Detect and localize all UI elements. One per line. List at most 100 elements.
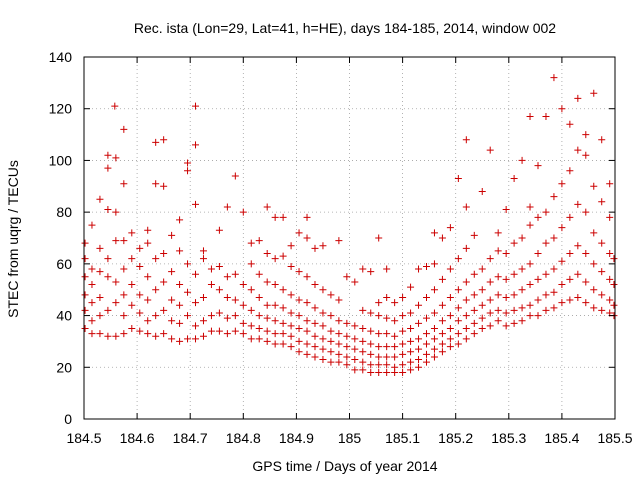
data-point xyxy=(192,299,200,307)
data-point xyxy=(375,299,383,307)
data-point xyxy=(486,146,494,154)
y-tick-label: 20 xyxy=(56,359,72,375)
data-point xyxy=(104,332,112,340)
data-point xyxy=(446,224,454,232)
data-point xyxy=(176,337,184,345)
data-point xyxy=(263,301,271,309)
data-point xyxy=(144,273,152,281)
data-point xyxy=(120,330,128,338)
data-point xyxy=(367,327,375,335)
data-point xyxy=(462,312,470,320)
data-point xyxy=(184,288,192,296)
data-point xyxy=(399,350,407,358)
data-point xyxy=(144,317,152,325)
x-tick-label: 184.8 xyxy=(226,430,261,446)
data-point xyxy=(375,330,383,338)
data-point xyxy=(391,299,399,307)
data-point xyxy=(415,363,423,371)
data-point xyxy=(207,312,215,320)
x-tick-label: 185.4 xyxy=(544,430,579,446)
data-point xyxy=(271,255,279,263)
data-point xyxy=(446,312,454,320)
data-point xyxy=(160,306,168,314)
data-point xyxy=(247,335,255,343)
data-point xyxy=(462,296,470,304)
data-point xyxy=(383,353,391,361)
data-point xyxy=(534,250,542,258)
data-point xyxy=(454,175,462,183)
y-axis-label: STEC from uqrg / TECUs xyxy=(5,160,21,318)
data-point xyxy=(231,327,239,335)
data-point xyxy=(399,327,407,335)
data-point xyxy=(478,265,486,273)
data-point xyxy=(88,299,96,307)
data-point xyxy=(582,131,590,139)
data-point xyxy=(128,281,136,289)
data-point xyxy=(606,180,614,188)
data-point xyxy=(438,234,446,242)
data-point xyxy=(526,203,534,211)
data-point xyxy=(104,273,112,281)
data-point xyxy=(295,337,303,345)
data-point xyxy=(271,213,279,221)
x-axis-ticks: 184.5 184.6 184.7 184.8 184.9 185 185.1 185.2 18… xyxy=(66,57,633,446)
data-point xyxy=(494,229,502,237)
data-point xyxy=(192,102,200,110)
data-point xyxy=(335,296,343,304)
data-point xyxy=(383,314,391,322)
data-point xyxy=(223,273,231,281)
data-point xyxy=(486,322,494,330)
data-point xyxy=(311,304,319,312)
data-point xyxy=(327,327,335,335)
data-point xyxy=(454,340,462,348)
data-point xyxy=(574,293,582,301)
data-point xyxy=(478,325,486,332)
data-point xyxy=(407,309,415,317)
data-point xyxy=(502,275,510,283)
data-point xyxy=(375,343,383,351)
data-point xyxy=(287,322,295,330)
data-point xyxy=(81,255,89,263)
data-point xyxy=(375,361,383,369)
data-point xyxy=(223,314,231,322)
data-point xyxy=(81,306,89,314)
data-point xyxy=(598,239,606,247)
data-point xyxy=(391,332,399,340)
data-point xyxy=(295,296,303,304)
data-point xyxy=(383,330,391,338)
data-point xyxy=(160,330,168,338)
data-point xyxy=(582,208,590,216)
data-point xyxy=(574,242,582,250)
data-point xyxy=(319,322,327,330)
data-point xyxy=(263,250,271,258)
data-point xyxy=(430,325,438,332)
data-point xyxy=(343,361,351,369)
data-point xyxy=(96,330,104,338)
data-point xyxy=(610,255,618,263)
data-point xyxy=(199,247,207,255)
data-point xyxy=(295,268,303,276)
data-point xyxy=(430,229,438,237)
data-point xyxy=(534,296,542,304)
data-point xyxy=(144,296,152,304)
data-point xyxy=(454,286,462,294)
data-point xyxy=(446,265,454,273)
data-point xyxy=(606,250,614,258)
data-point xyxy=(279,340,287,348)
data-point xyxy=(383,293,391,301)
data-point xyxy=(199,255,207,263)
data-point xyxy=(120,312,128,320)
data-point xyxy=(96,244,104,252)
data-point xyxy=(303,317,311,325)
data-points xyxy=(81,74,618,376)
data-point xyxy=(112,154,120,162)
data-point xyxy=(88,317,96,325)
data-point xyxy=(558,105,566,113)
data-point xyxy=(335,237,343,245)
data-point xyxy=(215,226,223,234)
data-point xyxy=(271,330,279,338)
data-point xyxy=(598,198,606,206)
data-point xyxy=(430,345,438,353)
data-point xyxy=(391,353,399,361)
data-point xyxy=(415,335,423,343)
